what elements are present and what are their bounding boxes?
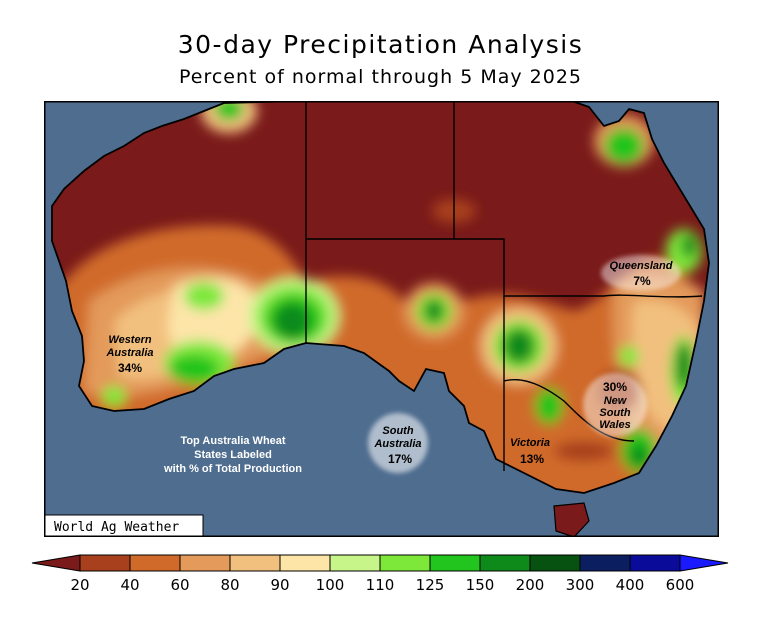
legend-swatch	[279, 554, 331, 572]
state-name-line: Queensland	[610, 260, 673, 272]
legend-swatch	[229, 554, 281, 572]
state-label-vic: Victoria 13%	[510, 437, 550, 466]
state-label-wa: Western Australia 34%	[105, 334, 153, 375]
state-pct: 17%	[388, 452, 412, 466]
credit-text: World Ag Weather	[54, 520, 179, 535]
legend-tick-label: 200	[516, 576, 545, 594]
legend-tick-label: 110	[366, 576, 395, 594]
legend-swatch	[379, 554, 431, 572]
state-pct: 30%	[603, 380, 627, 394]
state-name-line: Western	[108, 334, 151, 346]
legend-tick-label: 400	[616, 576, 645, 594]
legend-swatch	[579, 554, 631, 572]
note-line: States Labeled	[194, 449, 272, 461]
state-name-line: Victoria	[510, 437, 550, 449]
legend-tick-label: 600	[666, 576, 695, 594]
note-line: Top Australia Wheat	[180, 435, 285, 447]
state-name-line: Australia	[105, 347, 153, 359]
precipitation-map: Western Australia 34% South Australia 17…	[44, 101, 719, 537]
legend-tick-label: 80	[220, 576, 239, 594]
legend-swatch	[329, 554, 381, 572]
state-name-line: South	[599, 407, 630, 419]
tasmania	[553, 502, 590, 537]
legend-tick-label: 300	[566, 576, 595, 594]
state-label-sa: South Australia 17%	[368, 413, 428, 473]
legend-swatch	[529, 554, 581, 572]
note-line: with % of Total Production	[163, 463, 302, 475]
map-frame	[44, 101, 719, 537]
legend-tick-label: 20	[70, 576, 89, 594]
state-name-line: Australia	[373, 438, 421, 450]
legend-tick-label: 40	[120, 576, 139, 594]
legend-tick-label: 125	[416, 576, 445, 594]
map-subtitle: Percent of normal through 5 May 2025	[179, 66, 582, 88]
legend-arrow-high	[679, 554, 729, 572]
wheat-note: Top Australia Wheat States Labeled with …	[163, 435, 302, 475]
legend-swatch	[79, 554, 131, 572]
state-pct: 34%	[118, 361, 142, 375]
state-name-line: Wales	[599, 419, 631, 431]
legend-tick-label: 60	[170, 576, 189, 594]
legend-tick-label: 150	[466, 576, 495, 594]
state-name-line: South	[382, 425, 413, 437]
state-label-qld: Queensland 7%	[601, 255, 681, 291]
legend-arrow-low	[31, 554, 81, 572]
color-legend: 20 40 60 80 90 100 110 125 150 200 300 4…	[31, 554, 729, 594]
legend-tick-label: 90	[270, 576, 289, 594]
legend-swatch	[629, 554, 681, 572]
legend-swatch	[429, 554, 481, 572]
legend-swatch	[479, 554, 531, 572]
state-pct: 13%	[520, 452, 544, 466]
legend-swatch	[129, 554, 181, 572]
state-pct: 7%	[633, 274, 651, 288]
legend-tick-label: 100	[316, 576, 345, 594]
legend-swatch	[179, 554, 231, 572]
map-title: 30-day Precipitation Analysis	[177, 30, 584, 59]
state-label-nsw: 30% New South Wales	[583, 373, 647, 437]
state-name-line: New	[604, 395, 628, 407]
